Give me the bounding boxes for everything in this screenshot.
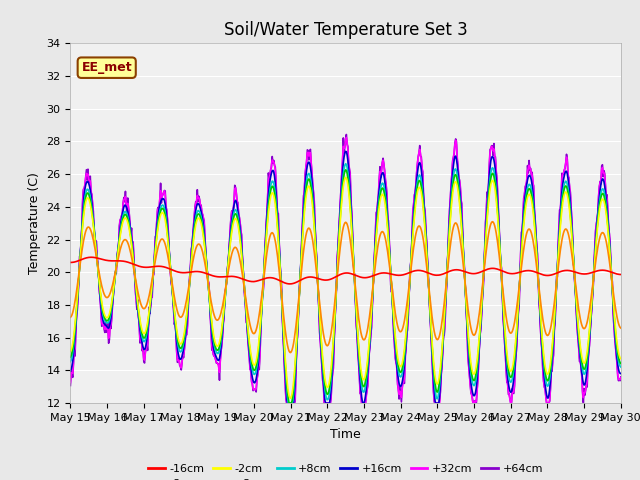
-8cm bbox=[67, 314, 74, 320]
+2cm bbox=[392, 345, 400, 351]
+16cm bbox=[188, 255, 195, 261]
+2cm bbox=[617, 360, 625, 366]
+2cm bbox=[286, 400, 294, 406]
+16cm bbox=[392, 355, 400, 361]
+16cm bbox=[211, 350, 219, 356]
-16cm bbox=[67, 260, 74, 265]
+8cm bbox=[342, 161, 349, 167]
-8cm bbox=[488, 219, 496, 225]
+16cm bbox=[284, 400, 291, 406]
-2cm bbox=[617, 356, 625, 361]
+2cm bbox=[338, 193, 346, 199]
-16cm bbox=[212, 274, 220, 279]
Y-axis label: Temperature (C): Temperature (C) bbox=[28, 172, 41, 274]
+8cm bbox=[284, 400, 292, 406]
+32cm bbox=[392, 359, 400, 365]
+64cm bbox=[568, 216, 576, 222]
+64cm bbox=[447, 196, 454, 202]
-2cm bbox=[338, 198, 346, 204]
-2cm bbox=[211, 338, 219, 344]
+32cm bbox=[283, 400, 291, 406]
-2cm bbox=[342, 175, 349, 180]
+32cm bbox=[447, 195, 454, 201]
-16cm bbox=[392, 272, 400, 278]
-16cm bbox=[447, 268, 454, 274]
+64cm bbox=[392, 360, 400, 366]
+16cm bbox=[568, 225, 576, 230]
-2cm bbox=[287, 396, 294, 401]
Legend: -16cm, -8cm, -2cm, +2cm, +8cm, +16cm, +32cm, +64cm: -16cm, -8cm, -2cm, +2cm, +8cm, +16cm, +3… bbox=[144, 459, 547, 480]
X-axis label: Time: Time bbox=[330, 429, 361, 442]
Line: +64cm: +64cm bbox=[70, 134, 621, 403]
-8cm bbox=[338, 233, 346, 239]
+2cm bbox=[211, 342, 219, 348]
+64cm bbox=[211, 353, 219, 359]
+64cm bbox=[338, 170, 346, 176]
Title: Soil/Water Temperature Set 3: Soil/Water Temperature Set 3 bbox=[224, 21, 467, 39]
+8cm bbox=[211, 345, 219, 351]
-8cm bbox=[188, 268, 195, 274]
+64cm bbox=[188, 246, 195, 252]
-16cm bbox=[286, 281, 294, 287]
-16cm bbox=[188, 269, 196, 275]
+32cm bbox=[188, 250, 195, 256]
+2cm bbox=[568, 232, 576, 238]
-8cm bbox=[617, 325, 625, 331]
+16cm bbox=[67, 368, 74, 374]
+16cm bbox=[447, 202, 454, 208]
+8cm bbox=[188, 258, 195, 264]
-8cm bbox=[568, 252, 576, 257]
-2cm bbox=[568, 235, 576, 240]
+64cm bbox=[283, 400, 291, 406]
Line: +16cm: +16cm bbox=[70, 151, 621, 403]
+64cm bbox=[617, 374, 625, 380]
Line: +8cm: +8cm bbox=[70, 164, 621, 403]
+8cm bbox=[568, 230, 576, 236]
Line: -2cm: -2cm bbox=[70, 178, 621, 398]
+2cm bbox=[67, 354, 74, 360]
+16cm bbox=[342, 148, 349, 154]
+2cm bbox=[447, 213, 454, 219]
-2cm bbox=[392, 341, 400, 347]
+32cm bbox=[67, 380, 74, 385]
-8cm bbox=[392, 311, 399, 316]
-8cm bbox=[211, 314, 219, 320]
-16cm bbox=[87, 254, 95, 260]
-16cm bbox=[617, 272, 625, 277]
-8cm bbox=[287, 350, 294, 356]
+32cm bbox=[342, 135, 350, 141]
+2cm bbox=[188, 260, 195, 265]
+16cm bbox=[617, 371, 625, 376]
-16cm bbox=[339, 271, 346, 276]
+16cm bbox=[338, 179, 346, 185]
+8cm bbox=[617, 364, 625, 370]
-8cm bbox=[445, 249, 453, 254]
+8cm bbox=[392, 348, 400, 354]
+2cm bbox=[342, 167, 349, 173]
Text: EE_met: EE_met bbox=[81, 61, 132, 74]
Line: +2cm: +2cm bbox=[70, 170, 621, 403]
+8cm bbox=[447, 209, 454, 215]
+64cm bbox=[342, 132, 350, 137]
Line: -16cm: -16cm bbox=[70, 257, 621, 284]
Line: +32cm: +32cm bbox=[70, 138, 621, 403]
Line: -8cm: -8cm bbox=[70, 222, 621, 353]
+32cm bbox=[338, 172, 346, 178]
+32cm bbox=[211, 354, 219, 360]
+8cm bbox=[67, 359, 74, 364]
+8cm bbox=[338, 189, 346, 194]
-2cm bbox=[188, 261, 195, 266]
-16cm bbox=[568, 268, 576, 274]
-2cm bbox=[447, 217, 454, 223]
-2cm bbox=[67, 348, 74, 354]
+64cm bbox=[67, 383, 74, 388]
+32cm bbox=[617, 375, 625, 381]
+32cm bbox=[568, 218, 576, 224]
